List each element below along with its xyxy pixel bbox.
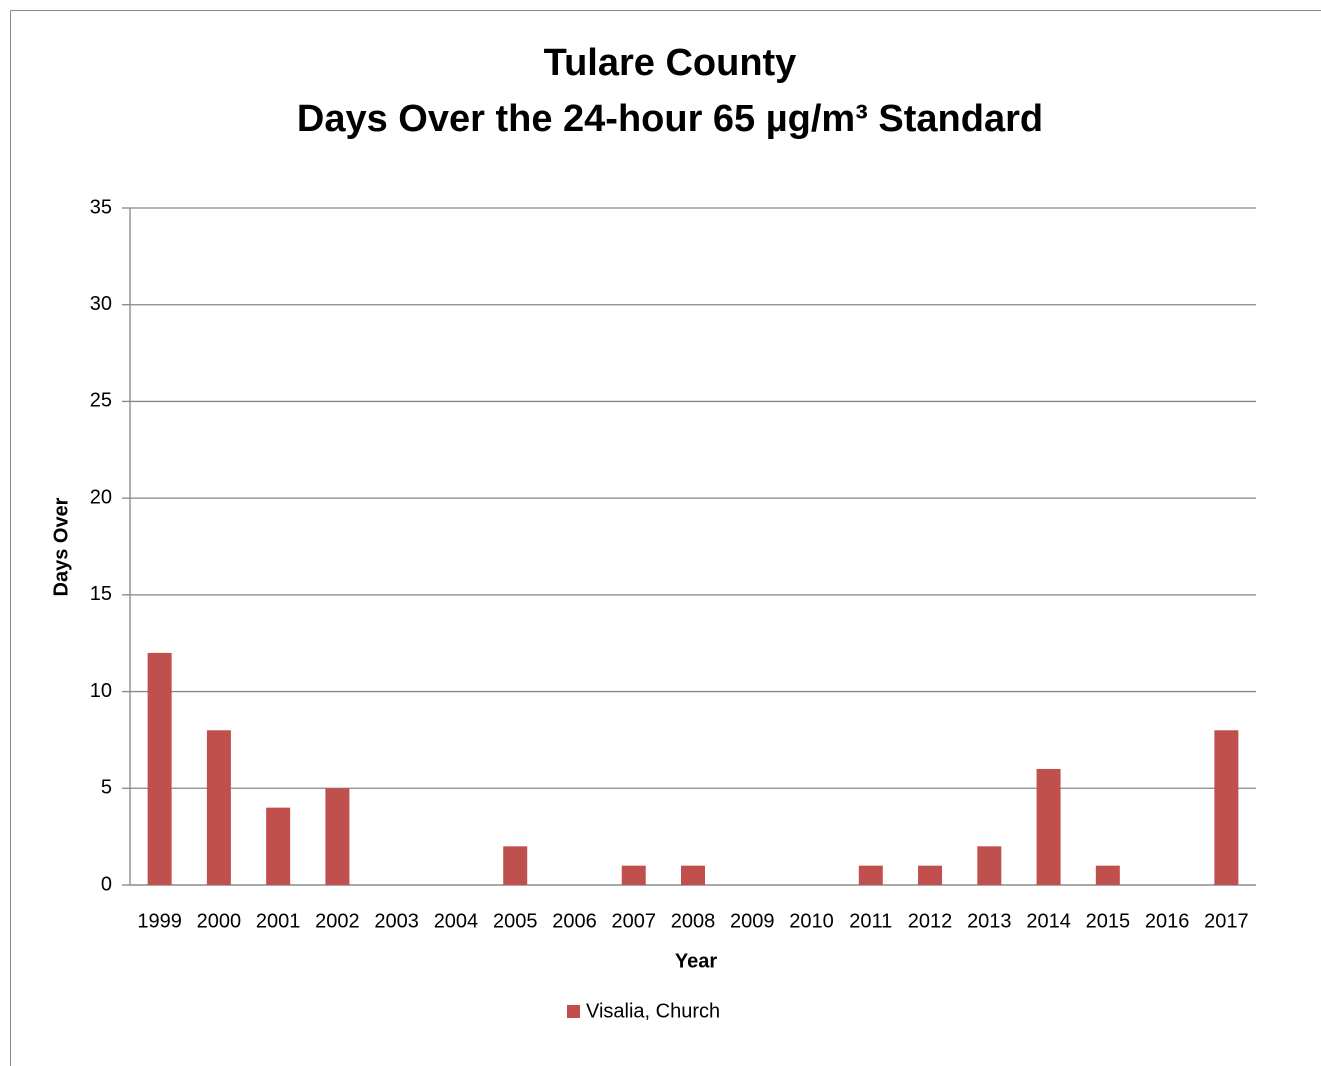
x-tick-label: 2003 <box>374 910 419 932</box>
x-tick-label: 2014 <box>1026 910 1071 932</box>
chart-title: Tulare County <box>544 42 797 84</box>
bar <box>1095 865 1120 885</box>
bar <box>147 652 172 885</box>
legend-swatch <box>567 1005 580 1018</box>
x-tick-label: 2013 <box>967 910 1012 932</box>
x-tick-label: 2008 <box>671 910 716 932</box>
x-tick-label: 2010 <box>789 910 834 932</box>
bar <box>1036 768 1061 885</box>
y-tick-label: 0 <box>101 873 112 895</box>
y-tick-label: 30 <box>90 293 112 315</box>
bar <box>918 865 943 885</box>
x-tick-label: 2012 <box>908 910 953 932</box>
x-tick-label: 2011 <box>849 910 892 932</box>
y-tick-label: 15 <box>90 583 112 605</box>
bar <box>858 865 883 885</box>
x-axis-title: Year <box>675 950 717 972</box>
x-tick-label: 2005 <box>493 910 538 932</box>
y-tick-label: 25 <box>90 390 112 412</box>
legend-label: Visalia, Church <box>586 1000 720 1022</box>
x-tick-label: 2007 <box>611 910 656 932</box>
bar <box>206 730 231 885</box>
x-tick-label: 1999 <box>137 910 182 932</box>
x-tick-label: 2000 <box>197 910 242 932</box>
y-tick-label: 35 <box>90 196 112 218</box>
y-tick-label: 10 <box>90 680 112 702</box>
x-tick-label: 2016 <box>1145 910 1190 932</box>
y-tick-label: 20 <box>90 486 112 508</box>
bar <box>503 846 528 885</box>
x-tick-label: 2001 <box>256 910 301 932</box>
bar <box>325 788 350 885</box>
x-tick-label: 2002 <box>315 910 360 932</box>
x-tick-label: 2015 <box>1086 910 1131 932</box>
x-tick-label: 2009 <box>730 910 775 932</box>
chart-subtitle: Days Over the 24-hour 65 µg/m³ Standard <box>297 98 1043 140</box>
x-tick-label: 2006 <box>552 910 597 932</box>
x-tick-label: 2017 <box>1204 910 1249 932</box>
x-tick-label: 2004 <box>434 910 479 932</box>
bar <box>266 807 291 885</box>
bar <box>977 846 1002 885</box>
bar <box>621 865 646 885</box>
y-tick-label: 5 <box>101 777 112 799</box>
bar <box>1214 730 1239 885</box>
y-axis-title: Days Over <box>50 497 72 596</box>
bar <box>681 865 705 885</box>
